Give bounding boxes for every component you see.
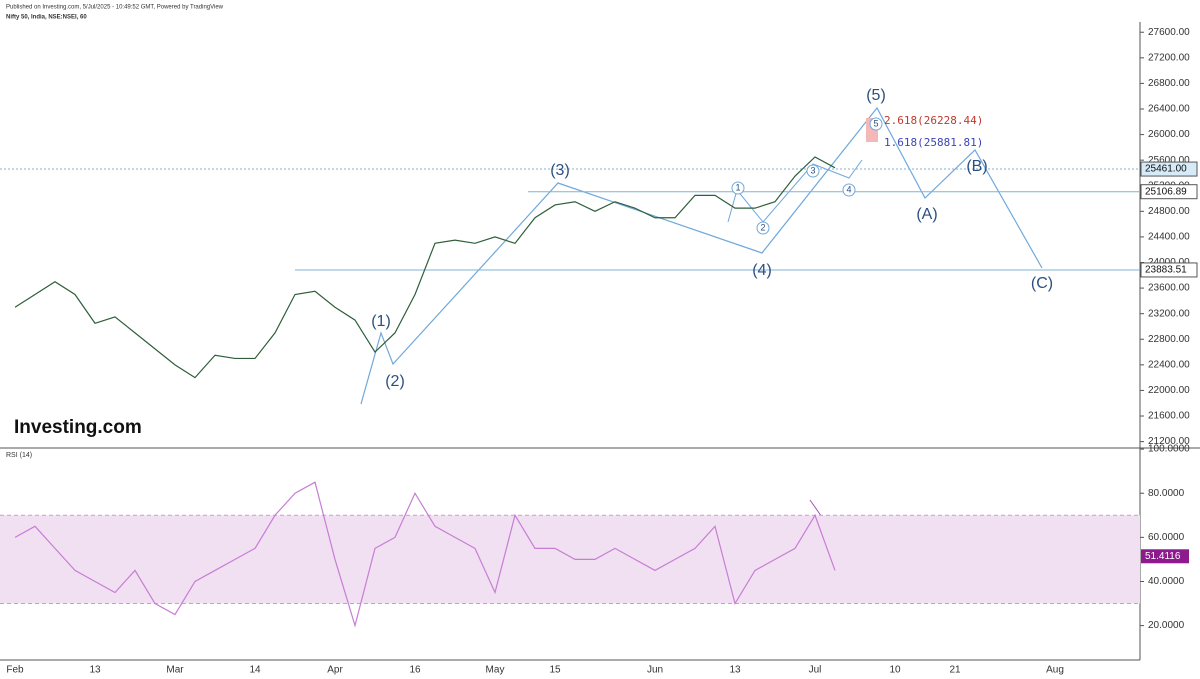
- y-tick-label: 22800.00: [1148, 334, 1190, 345]
- fib-label: 2.618(26228.44): [884, 114, 983, 127]
- wave-label: 3: [810, 165, 815, 175]
- y-tick-label: 80.0000: [1148, 488, 1185, 499]
- symbol-title: Nifty 50, India, NSE:NSEI, 60: [6, 15, 87, 21]
- logo: Investing.com: [14, 417, 142, 438]
- y-tick-label: 20.0000: [1148, 620, 1185, 631]
- wave-label: (4): [752, 262, 772, 279]
- wave-circle: [756, 221, 770, 235]
- sub-wave: [727, 159, 863, 223]
- y-tick-label: 27600.00: [1148, 27, 1190, 38]
- wave-circle: [869, 117, 883, 131]
- x-tick-label: 14: [249, 665, 261, 676]
- last-value-label: 51.4116: [1145, 551, 1181, 562]
- wave-label: 5: [873, 118, 878, 128]
- wave-projection: [360, 106, 1043, 405]
- y-tick-label: 23600.00: [1148, 283, 1190, 294]
- wave-label: (2): [385, 373, 405, 390]
- last-value-box: [1141, 549, 1189, 564]
- wave-label: (5): [866, 87, 886, 104]
- level-label: 25106.89: [1145, 186, 1187, 197]
- wave-circle: [731, 181, 745, 195]
- x-tick-label: May: [486, 665, 505, 676]
- fib-label: 1.618(25881.81): [884, 136, 983, 149]
- rsi-band: [0, 515, 1140, 604]
- y-tick-label: 26400.00: [1148, 104, 1190, 115]
- x-tick-label: Jul: [809, 665, 822, 676]
- wave-label: (1): [371, 313, 391, 330]
- wave-label: 1: [735, 182, 740, 192]
- level-label: 23883.51: [1145, 265, 1187, 276]
- wave-label: 4: [846, 184, 851, 194]
- series-line: [14, 481, 836, 628]
- y-tick-label: 21600.00: [1148, 411, 1190, 422]
- x-tick-label: Feb: [6, 665, 24, 676]
- x-tick-label: 16: [409, 665, 421, 676]
- y-tick-label: 24400.00: [1148, 232, 1190, 243]
- x-tick-label: Apr: [327, 665, 343, 676]
- y-tick-label: 22400.00: [1148, 359, 1190, 370]
- wave-label: 2: [760, 222, 765, 232]
- wave-circle: [806, 164, 820, 178]
- wave-label: (B): [966, 158, 987, 175]
- y-tick-label: 24800.00: [1148, 206, 1190, 217]
- y-tick-label: 25600.00: [1148, 155, 1190, 166]
- x-tick-label: 10: [889, 665, 901, 676]
- y-tick-label: 100.0000: [1148, 444, 1190, 455]
- level-label: 25461.00: [1145, 164, 1187, 175]
- y-tick-label: 40.0000: [1148, 576, 1185, 587]
- y-tick-label: 60.0000: [1148, 532, 1185, 543]
- wave-circle: [842, 183, 856, 197]
- y-tick-label: 26800.00: [1148, 78, 1190, 89]
- x-tick-label: 13: [729, 665, 741, 676]
- x-tick-label: 15: [549, 665, 561, 676]
- level-box: [1140, 161, 1198, 177]
- level-box: [1140, 184, 1198, 200]
- pane-title: RSI (14): [6, 452, 32, 459]
- wave-label: (3): [550, 162, 570, 179]
- y-tick-label: 22000.00: [1148, 385, 1190, 396]
- y-tick-label: 26000.00: [1148, 129, 1190, 140]
- x-tick-label: Jun: [647, 665, 663, 676]
- x-tick-label: 21: [949, 665, 961, 676]
- y-tick-label: 21200.00: [1148, 436, 1190, 447]
- wave-label: (A): [916, 206, 937, 223]
- published-note: Published on Investing.com, 5/Jul/2025 -…: [6, 5, 224, 11]
- level-box: [1140, 262, 1198, 278]
- y-tick-label: 23200.00: [1148, 308, 1190, 319]
- series-line: [14, 156, 836, 379]
- x-tick-label: 13: [89, 665, 101, 676]
- wave-label: (C): [1031, 275, 1053, 292]
- x-tick-label: Mar: [166, 665, 184, 676]
- y-tick-label: 27200.00: [1148, 52, 1190, 63]
- x-tick-label: Aug: [1046, 665, 1064, 676]
